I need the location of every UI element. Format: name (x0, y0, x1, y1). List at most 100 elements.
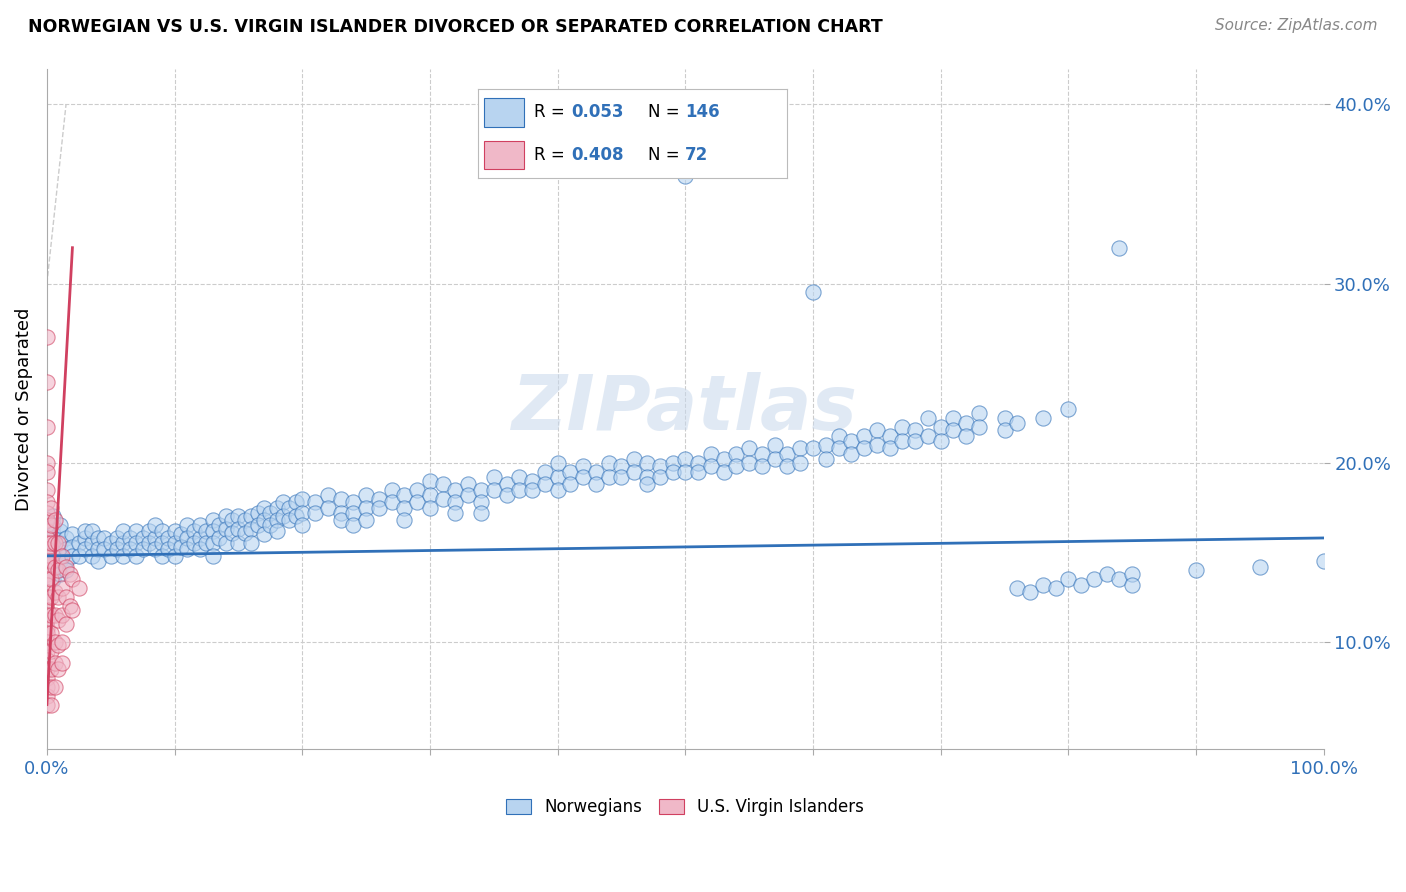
Point (993, 411, 1015, 425)
Point (163, 549, 186, 563)
Point (138, 536, 160, 550)
Point (35, 621, 58, 635)
Point (993, 424, 1015, 438)
Point (304, 495, 326, 509)
Point (39, 500, 62, 515)
Point (520, 483, 543, 497)
Point (814, 452, 837, 467)
Point (35, 577, 58, 591)
Point (520, 474, 543, 488)
Point (44, 559, 66, 574)
Point (661, 456, 683, 470)
Point (259, 506, 281, 520)
Point (1121, 566, 1143, 581)
Point (240, 536, 263, 550)
Point (39, 590, 62, 604)
Point (839, 447, 862, 461)
Point (35, 456, 58, 470)
Point (1108, 241, 1130, 255)
Point (271, 495, 294, 509)
Point (354, 488, 377, 502)
Point (112, 524, 135, 538)
Point (214, 522, 236, 536)
Point (942, 411, 965, 425)
Point (482, 483, 505, 497)
Point (35, 531, 58, 545)
Point (572, 470, 595, 484)
Point (42, 545, 65, 559)
Point (636, 456, 658, 470)
Point (118, 541, 141, 556)
Point (266, 513, 288, 527)
Point (35, 572, 58, 586)
Point (789, 456, 811, 470)
Point (776, 447, 799, 461)
Point (163, 536, 186, 550)
Point (253, 513, 276, 527)
Point (725, 447, 748, 461)
Point (560, 477, 582, 491)
Point (470, 483, 492, 497)
Point (827, 429, 849, 443)
Point (763, 438, 786, 452)
Point (44, 657, 66, 671)
Point (112, 536, 135, 550)
Point (100, 549, 122, 563)
Point (35, 644, 58, 658)
Point (967, 420, 990, 434)
Point (700, 447, 723, 461)
Point (35, 330, 58, 344)
Point (839, 434, 862, 449)
Point (35, 626, 58, 640)
Text: 146: 146 (685, 103, 720, 121)
Point (131, 541, 153, 556)
Point (35, 541, 58, 556)
Point (183, 524, 205, 538)
Point (201, 549, 224, 563)
Point (738, 442, 761, 456)
Point (419, 500, 441, 515)
Text: NORWEGIAN VS U.S. VIRGIN ISLANDER DIVORCED OR SEPARATED CORRELATION CHART: NORWEGIAN VS U.S. VIRGIN ISLANDER DIVORC… (28, 18, 883, 36)
Point (75, 531, 97, 545)
Point (419, 474, 441, 488)
Point (367, 491, 389, 506)
Point (673, 169, 696, 183)
Point (118, 531, 141, 545)
Point (157, 531, 180, 545)
Point (598, 456, 620, 470)
Point (176, 541, 198, 556)
Text: 0.408: 0.408 (571, 146, 623, 164)
Point (62, 549, 84, 563)
Point (176, 518, 198, 533)
Point (228, 536, 250, 550)
Point (470, 506, 492, 520)
Point (827, 442, 849, 456)
FancyBboxPatch shape (484, 141, 524, 169)
Point (48, 518, 70, 533)
Point (188, 518, 211, 533)
Point (329, 506, 352, 520)
Point (55, 617, 77, 632)
Point (55, 554, 77, 568)
Point (44, 513, 66, 527)
Point (145, 518, 167, 533)
Point (221, 513, 243, 527)
Point (547, 470, 569, 484)
Point (150, 536, 173, 550)
Legend: Norwegians, U.S. Virgin Islanders: Norwegians, U.S. Virgin Islanders (499, 791, 870, 822)
Point (623, 452, 645, 467)
Point (291, 518, 314, 533)
Point (67, 549, 90, 563)
Point (195, 536, 218, 550)
Point (394, 500, 416, 515)
Point (284, 495, 307, 509)
Point (105, 541, 128, 556)
Point (35, 563, 58, 577)
Point (763, 452, 786, 467)
Point (1070, 577, 1092, 591)
Point (35, 513, 58, 527)
Point (163, 524, 186, 538)
Point (354, 500, 377, 515)
Point (585, 477, 607, 491)
Point (44, 536, 66, 550)
